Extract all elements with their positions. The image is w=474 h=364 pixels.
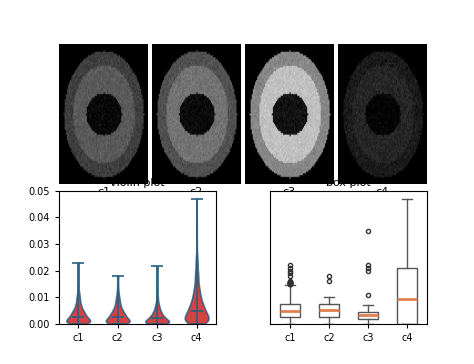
Title: box plot: box plot <box>326 178 371 189</box>
X-axis label: c4: c4 <box>376 186 389 197</box>
X-axis label: c3: c3 <box>283 186 296 197</box>
Title: violin plot: violin plot <box>110 178 165 189</box>
PathPatch shape <box>358 312 378 320</box>
X-axis label: c2: c2 <box>190 186 203 197</box>
X-axis label: c1: c1 <box>97 186 110 197</box>
PathPatch shape <box>280 304 300 317</box>
PathPatch shape <box>319 304 338 317</box>
PathPatch shape <box>397 268 417 324</box>
